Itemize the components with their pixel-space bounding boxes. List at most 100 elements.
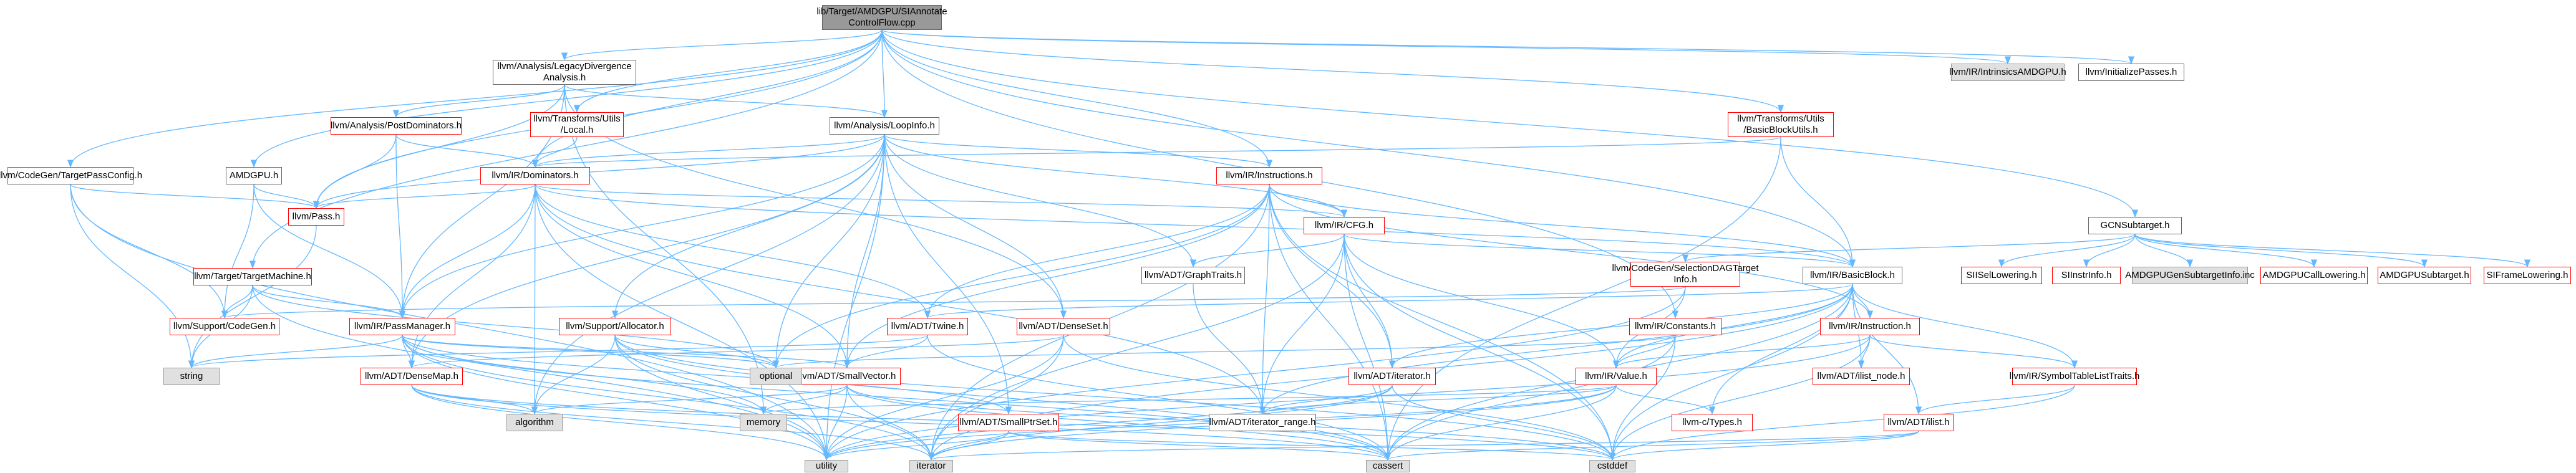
node-std-utility[interactable]: utility [805,460,848,472]
node-adt-iterator[interactable]: llvm/ADT/iterator.h [1349,368,1436,385]
node-amdgpu-subtarget[interactable]: AMDGPUSubtarget.h [2378,267,2471,284]
node-pass[interactable]: llvm/Pass.h [288,208,344,226]
edge-constants-to-optional [773,335,1676,369]
node-ilist[interactable]: llvm/ADT/ilist.h [1884,414,1954,431]
edge-instructions-to-instruction [1269,184,1874,319]
edge-instructions-to-iterator [1269,184,1396,369]
node-instruction[interactable]: llvm/IR/Instruction.h [1820,318,1920,335]
node-amdgpu-h[interactable]: AMDGPU.h [226,167,282,184]
node-std-string[interactable]: string [163,368,220,385]
edge-cfg-to-graphtraits [1189,234,1345,268]
node-intrinsics-amdgpu[interactable]: llvm/IR/IntrinsicsAMDGPU.h [1949,64,2066,81]
edge-loopinfo-to-denseset [884,134,1067,319]
node-support-codegen[interactable]: llvm/Support/CodeGen.h [170,318,279,335]
node-std-memory[interactable]: memory [740,414,787,431]
node-initialize-passes[interactable]: llvm/InitializePasses.h [2078,64,2184,81]
node-support-allocator[interactable]: llvm/Support/Allocator.h [559,318,671,335]
edge-cfg-to-iterator_range [1259,234,1345,415]
edge-constants-to-cassert [1384,335,1676,461]
edge-instructions-to-twine [924,184,1270,319]
edge-pass-to-string [188,225,317,369]
node-constants[interactable]: llvm/IR/Constants.h [1629,318,1721,335]
edge-dominators-to-pass [313,184,536,209]
node-amdgpu-call-lowering[interactable]: AMDGPUCallLowering.h [2260,267,2368,284]
edge-dominators-to-smallvector [535,184,851,369]
edge-value-to-cassert [1384,385,1617,461]
node-cfg[interactable]: llvm/IR/CFG.h [1304,217,1385,234]
edge-value-to-ctypes [1615,385,1716,415]
node-target-machine[interactable]: llvm/Target/TargetMachine.h [193,268,312,285]
edge-amdgpu_h-to-support_codegen [221,184,254,319]
node-gcn-subtarget[interactable]: GCNSubtarget.h [2088,217,2182,234]
edge-twine-to-string [188,335,928,369]
edge-codegen_tpc-to-pass [70,184,319,209]
edge-gcnsubtarget-to-amdgpusubtarget [2134,234,2428,268]
edge-root-to-dominators [531,29,883,168]
edge-instruction-to-ilist_node [1857,335,1871,369]
edge-densemap-to-iterator_std [411,385,935,461]
edge-ilist-to-cstddef [1609,431,1919,461]
node-dense-set[interactable]: llvm/ADT/DenseSet.h [1017,318,1110,335]
edge-gcnsubtarget-to-siinstrinfo [2083,234,2136,268]
edge-gcnsubtarget-to-selectiondag [1682,234,2136,263]
edge-root-to-amdgpu_h [250,29,883,168]
edge-codegen_tpc-to-string [70,184,195,369]
edge-bbutils-to-dominators [532,136,1781,168]
node-std-iterator[interactable]: iterator [909,460,953,472]
node-si-isel-lowering[interactable]: SIISelLowering.h [1961,267,2042,284]
edge-support_allocator-to-iterator_std [614,335,935,461]
node-selection-dag-target-info[interactable]: llvm/CodeGen/SelectionDAGTarget Info.h [1612,262,1759,287]
node-post-dominators[interactable]: llvm/Analysis/PostDominators.h [331,117,462,135]
node-iterator-range[interactable]: llvm/ADT/iterator_range.h [1209,414,1316,431]
node-std-cstddef[interactable]: cstddef [1589,460,1635,472]
node-std-optional[interactable]: optional [750,368,802,385]
node-si-frame-lowering[interactable]: SIFrameLowering.h [2484,267,2571,284]
node-graph-traits[interactable]: llvm/ADT/GraphTraits.h [1141,267,1245,284]
node-si-instr-info[interactable]: SIInstrInfo.h [2052,267,2121,284]
node-instructions[interactable]: llvm/IR/Instructions.h [1216,167,1322,184]
edge-amdgpu_h-to-passmanager [253,184,406,319]
edge-iterator-to-iterator_range [1259,385,1393,415]
node-transforms-utils-local[interactable]: llvm/Transforms/Utils /Local.h [530,112,624,137]
edge-smallptrset-to-utility [823,431,1009,461]
edge-selectiondag-to-support_codegen [221,286,1686,319]
edge-denseset-to-iterator_std [927,335,1064,461]
node-small-vector[interactable]: llvm/ADT/SmallVector.h [793,368,901,385]
node-legacy-divergence-analysis[interactable]: llvm/Analysis/LegacyDivergence Analysis.… [493,60,636,85]
node-std-algorithm[interactable]: algorithm [506,414,563,431]
edge-basicblock-to-iterator [1388,284,1853,369]
edge-support_allocator-to-utility [614,335,830,461]
edge-passmanager-to-utility [402,335,830,461]
edge-dominators-to-cfg [535,184,1347,218]
edge-smallvector-to-algorithm [531,385,848,415]
node-symbol-table-list-traits[interactable]: llvm/IR/SymbolTableListTraits.h [2010,368,2139,385]
edge-densemap-to-algorithm [411,385,538,415]
edge-gcnsubtarget-to-amdgpucalllowering [2134,234,2318,268]
edge-support_allocator-to-cstddef [614,335,1616,461]
edge-root-to-basicblock [881,29,1856,268]
node-std-cassert[interactable]: cassert [1366,460,1410,472]
edge-root-to-legacy [561,29,883,61]
node-loop-info[interactable]: llvm/Analysis/LoopInfo.h [830,117,939,135]
node-small-ptr-set[interactable]: llvm/ADT/SmallPtrSet.h [958,414,1059,431]
node-ilist-node[interactable]: llvm/ADT/ilist_node.h [1813,368,1910,385]
edge-root-to-bbutils [881,29,1784,113]
node-basic-block-utils[interactable]: llvm/Transforms/Utils /BasicBlockUtils.h [1728,112,1834,137]
edge-loopinfo-to-algorithm [531,134,885,415]
node-dominators[interactable]: llvm/IR/Dominators.h [480,167,590,184]
node-twine[interactable]: llvm/ADT/Twine.h [887,318,968,335]
node-amdgpu-gen-subtarget-info[interactable]: AMDGPUGenSubtargetInfo.inc [2125,267,2255,284]
node-basic-block[interactable]: llvm/IR/BasicBlock.h [1803,267,1902,284]
node-pass-manager[interactable]: llvm/IR/PassManager.h [349,318,455,335]
edge-loopinfo-to-cfg [884,134,1348,218]
edge-loopinfo-to-smallptrset [884,134,1012,415]
edge-basicblock-to-twine [924,284,1853,319]
node-target-pass-config[interactable]: llvm/CodeGen/TargetPassConfig.h [0,167,142,184]
node-llvm-c-types[interactable]: llvm-c/Types.h [1672,414,1753,431]
node-root-file[interactable]: lib/Target/AMDGPU/SIAnnotate ControlFlow… [816,5,947,30]
node-value[interactable]: llvm/IR/Value.h [1576,368,1657,385]
edge-basicblock-to-symboltable [1852,284,2078,369]
edge-instructions-to-smallvector [843,184,1270,369]
node-dense-map[interactable]: llvm/ADT/DenseMap.h [361,368,463,385]
